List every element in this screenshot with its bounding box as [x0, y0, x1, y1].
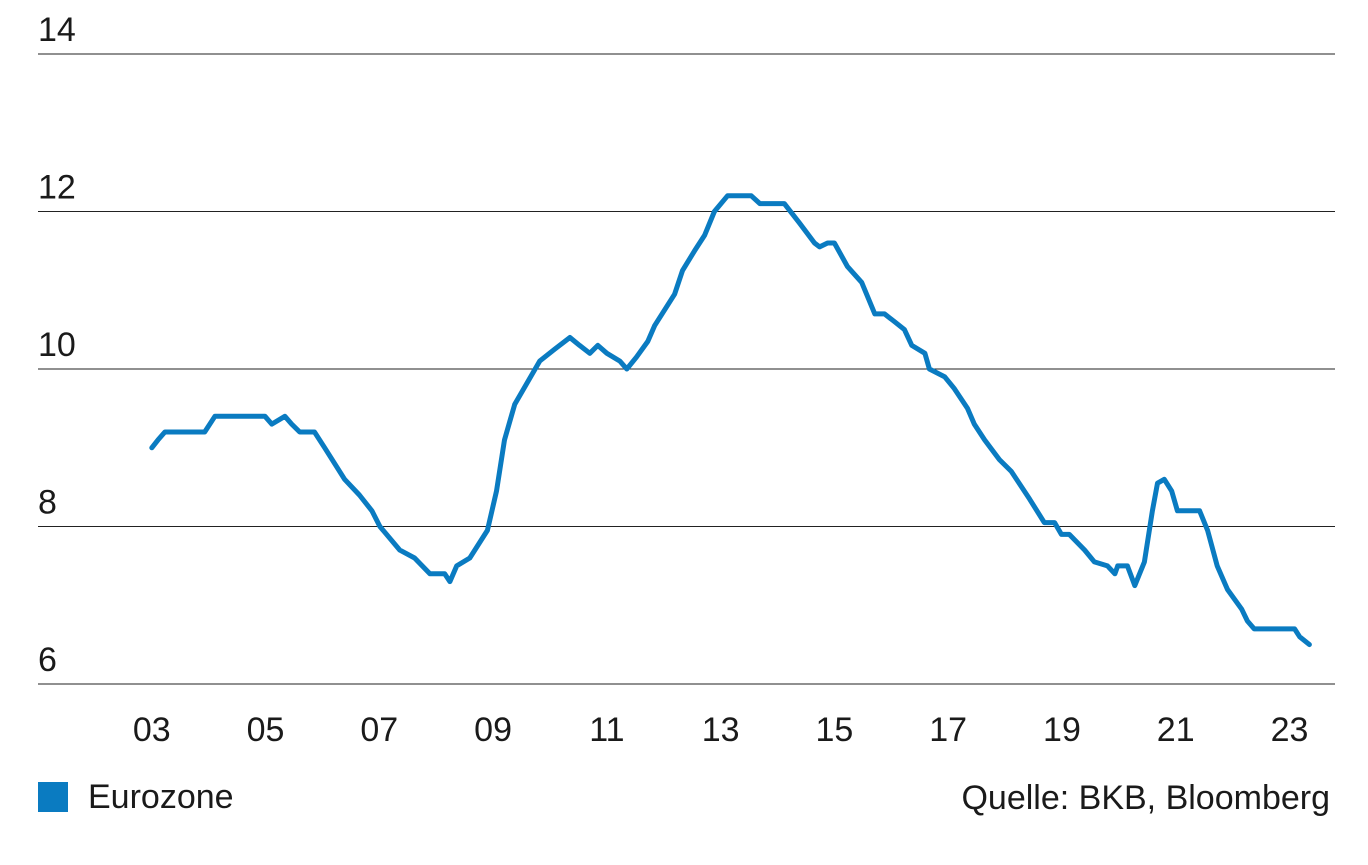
- y-tick-label: 6: [38, 641, 57, 679]
- legend-swatch: [38, 782, 68, 812]
- x-tick-label: 17: [929, 711, 967, 749]
- x-tick-label: 13: [702, 711, 740, 749]
- line: [149, 193, 1312, 648]
- x-tick-label: 09: [474, 711, 512, 749]
- y-tick-label: 14: [38, 11, 76, 49]
- source: Quelle: BKB, Bloomberg: [961, 779, 1330, 817]
- y-tick-label: 12: [38, 168, 76, 206]
- y-tick-label: 10: [38, 326, 76, 364]
- x-tick-label: 07: [360, 711, 398, 749]
- legend-label: Eurozone: [88, 778, 234, 816]
- x-tick-label: 15: [815, 711, 853, 749]
- y-tick-label: 8: [38, 483, 57, 521]
- x-tick-label: 11: [589, 711, 624, 749]
- x-tick-label: 03: [133, 711, 171, 749]
- x-tick-label: 23: [1271, 711, 1309, 749]
- x-tick-label: 05: [247, 711, 285, 749]
- x-tick-label: 21: [1157, 711, 1195, 749]
- x-tick-label: 19: [1043, 711, 1081, 749]
